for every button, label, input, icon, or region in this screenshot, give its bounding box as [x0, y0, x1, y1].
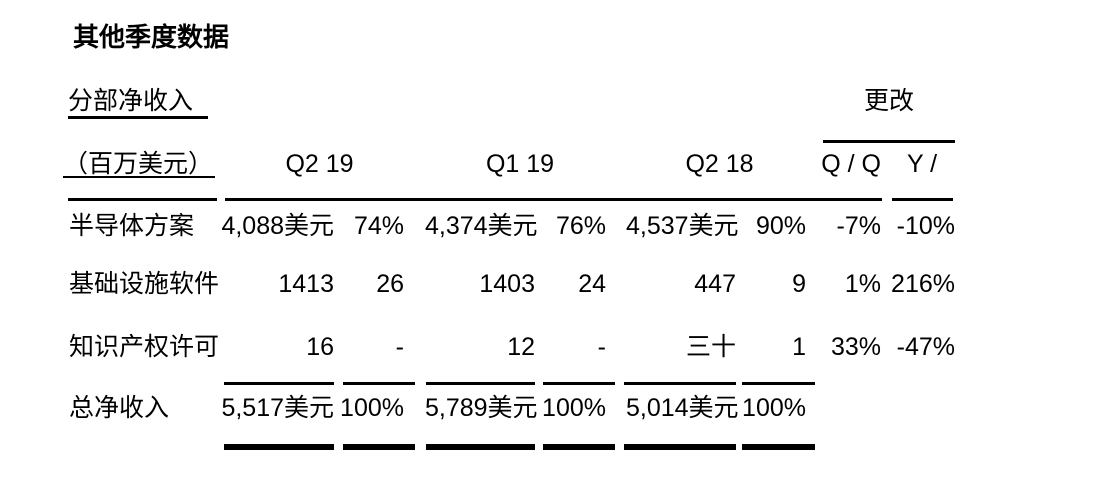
cell-ip-q2-19-amount: 16	[306, 333, 334, 361]
cell-semiconductor-q2-19-pct: 74%	[353, 212, 404, 240]
cell-total-q2-19-pct: 100%	[340, 394, 404, 422]
cell-infra-yoy: 216%	[891, 270, 955, 298]
total-bottom-rule-1	[224, 444, 334, 450]
page-title: 其他季度数据	[73, 22, 230, 52]
col-header-qoq: Q / Q	[821, 150, 881, 178]
section-label-underline	[68, 116, 208, 119]
cell-semiconductor-qoq: -7%	[836, 212, 881, 240]
cell-total-q2-18-pct: 100%	[742, 394, 806, 422]
cell-infra-q2-19-pct: 26	[376, 270, 404, 298]
cell-ip-qoq: 33%	[830, 333, 881, 361]
cell-total-q2-18-amount: 5,014美元	[626, 394, 739, 422]
cell-total-q2-19-amount: 5,517美元	[221, 394, 334, 422]
col-header-yoy: Y /	[906, 150, 938, 178]
cell-infra-q2-18-amount: 447	[694, 270, 736, 298]
cell-semiconductor-q2-18-amount: 4,537美元	[626, 212, 739, 240]
col-header-q2-18: Q2 18	[685, 150, 754, 178]
total-bottom-rule-3	[426, 444, 535, 450]
unit-header-underline	[63, 176, 215, 178]
cell-ip-yoy: -47%	[896, 333, 955, 361]
cell-ip-q1-19-pct: -	[597, 333, 606, 361]
total-top-rule-5	[624, 382, 736, 385]
cell-infra-q1-19-pct: 24	[578, 270, 606, 298]
change-group-underline	[823, 140, 955, 143]
total-top-rule-3	[426, 382, 535, 385]
unit-header: （百万美元）	[63, 150, 214, 178]
cell-semiconductor-q2-19-amount: 4,088美元	[221, 212, 334, 240]
cell-infra-qoq: 1%	[844, 270, 881, 298]
col-header-q2-19: Q2 19	[285, 150, 354, 178]
total-bottom-rule-5	[624, 444, 736, 450]
section-label: 分部净收入	[68, 87, 194, 115]
cell-ip-q2-19-pct: -	[395, 333, 404, 361]
cell-ip-q2-18-pct: 1	[792, 333, 806, 361]
cell-infra-q2-18-pct: 9	[792, 270, 806, 298]
cell-semiconductor-q2-18-pct: 90%	[755, 212, 806, 240]
col-header-q1-19: Q1 19	[485, 150, 555, 178]
row-label-semiconductor: 半导体方案	[69, 212, 195, 240]
cell-ip-q1-19-amount: 12	[507, 333, 535, 361]
header-rule-yoy-col	[892, 198, 953, 201]
change-group-header: 更改	[863, 87, 914, 115]
cell-infra-q1-19-amount: 1403	[479, 270, 535, 298]
cell-semiconductor-yoy: -10%	[896, 212, 955, 240]
header-rule-data-cols	[225, 198, 882, 201]
row-label-infrastructure-software: 基础设施软件	[69, 270, 220, 298]
total-top-rule-2	[343, 382, 415, 385]
row-label-ip-licensing: 知识产权许可	[69, 333, 220, 361]
total-top-rule-4	[543, 382, 615, 385]
cell-semiconductor-q1-19-pct: 76%	[555, 212, 606, 240]
total-bottom-rule-4	[543, 444, 615, 450]
total-bottom-rule-6	[742, 444, 815, 450]
cell-total-q1-19-amount: 5,789美元	[425, 394, 538, 422]
cell-total-q1-19-pct: 100%	[542, 394, 606, 422]
cell-semiconductor-q1-19-amount: 4,374美元	[425, 212, 538, 240]
header-rule-label-col	[68, 198, 217, 201]
total-top-rule-6	[742, 382, 815, 385]
cell-infra-q2-19-amount: 1413	[278, 270, 334, 298]
cell-ip-q2-18-amount: 三十	[685, 333, 736, 361]
total-top-rule-1	[224, 382, 334, 385]
row-label-total-net-revenue: 总净收入	[69, 394, 170, 422]
total-bottom-rule-2	[343, 444, 415, 450]
